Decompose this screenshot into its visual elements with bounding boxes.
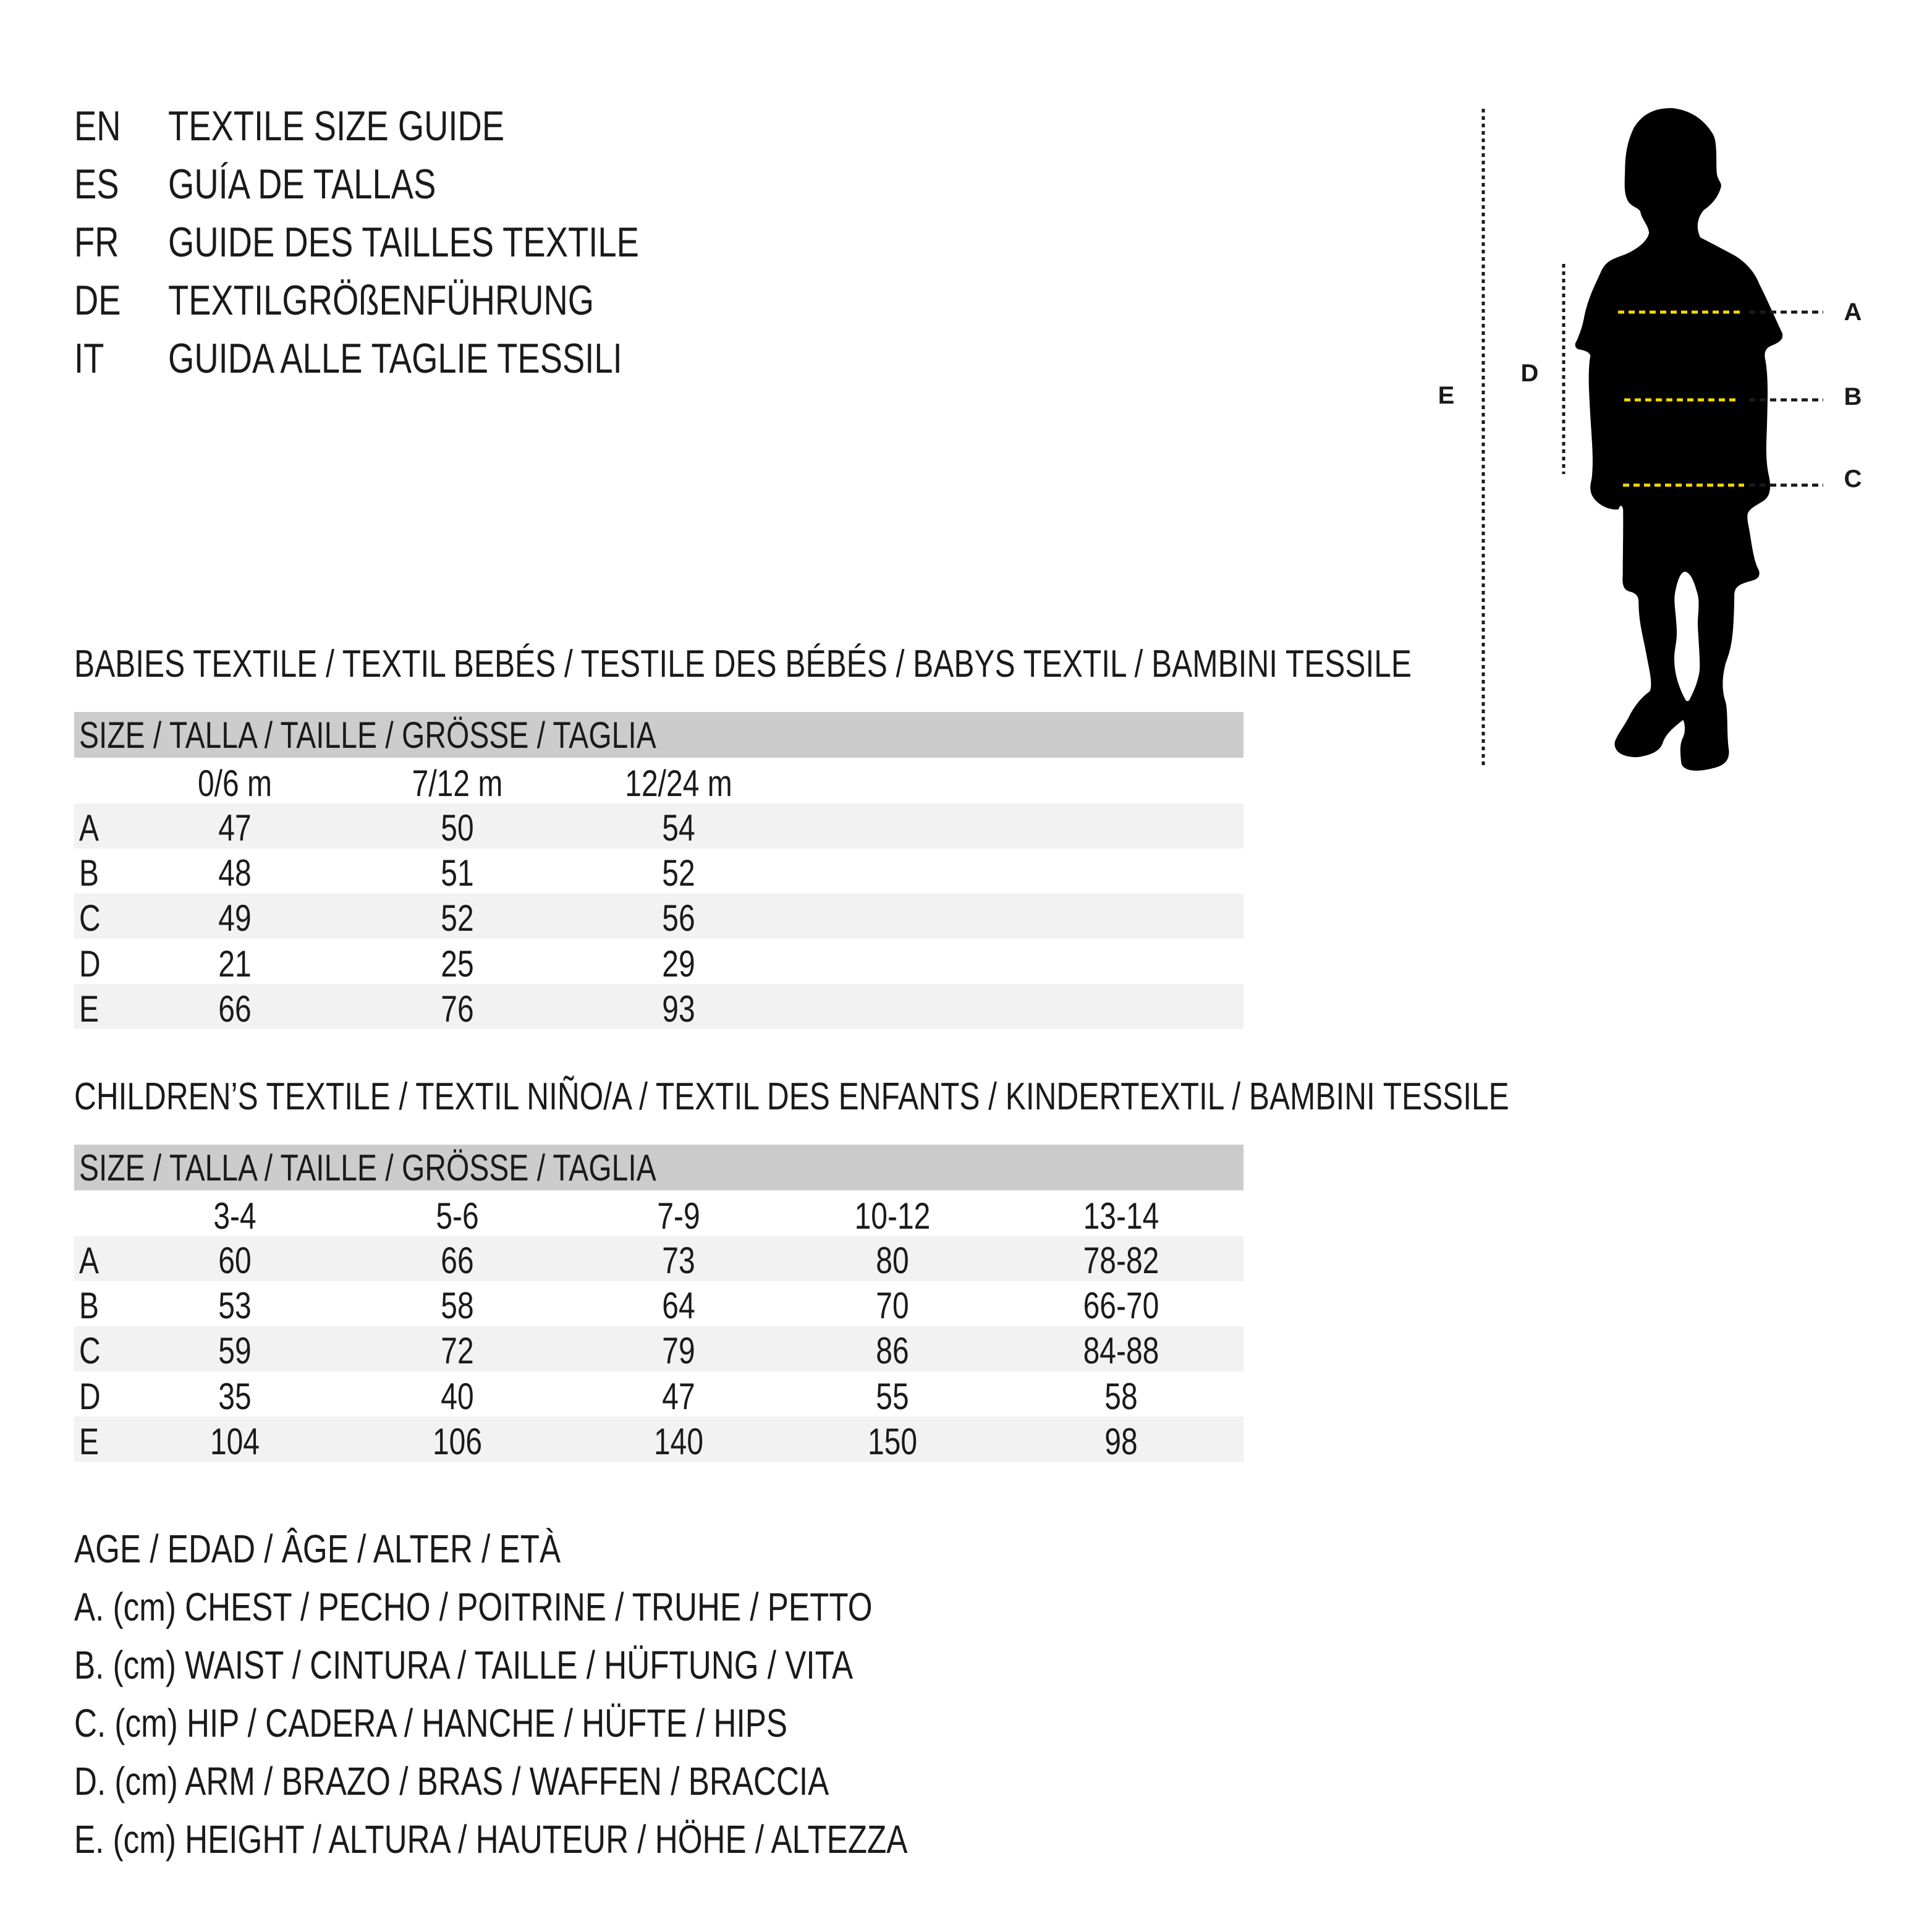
- lang-code: FR: [74, 219, 119, 266]
- column-header: 3-4: [213, 1195, 256, 1237]
- table-cell: 106: [432, 1420, 483, 1462]
- row-label: D: [79, 1375, 101, 1417]
- table-cell: 53: [218, 1285, 252, 1327]
- legend-line: A. (cm) CHEST / PECHO / POITRINE / TRUHE…: [74, 1585, 873, 1629]
- babies-heading: BABIES TEXTILE / TEXTIL BEBÉS / TESTILE …: [74, 643, 1412, 685]
- children-heading: CHILDREN’S TEXTILE / TEXTIL NIÑO/A / TEX…: [74, 1075, 1509, 1118]
- row-shade: [74, 803, 1244, 849]
- table-cell: 59: [218, 1330, 252, 1372]
- row-shade: [74, 1417, 1244, 1462]
- table-cell: 25: [441, 943, 474, 985]
- row-label: D: [79, 943, 101, 985]
- row-label: E: [79, 1420, 100, 1462]
- table-cell: 58: [1104, 1375, 1138, 1417]
- silhouette-body: [1575, 108, 1783, 771]
- guide-title: GUIDE DES TAILLES TEXTILE: [168, 219, 639, 266]
- guide-title: TEXTILGRÖßENFÜHRUNG: [168, 277, 595, 324]
- measurement-lines: [1481, 109, 1823, 766]
- table-cell: 40: [441, 1375, 474, 1417]
- column-header: 10-12: [854, 1195, 931, 1237]
- table-cell: 76: [441, 988, 474, 1030]
- table-header-bar: [74, 1145, 1244, 1190]
- lang-code: EN: [74, 103, 121, 150]
- lang-code: ES: [74, 161, 119, 208]
- guide-title: TEXTILE SIZE GUIDE: [168, 103, 505, 150]
- table-cell: 79: [662, 1330, 695, 1372]
- column-header: 12/24 m: [625, 763, 732, 804]
- table-cell: 50: [441, 807, 474, 849]
- size-header: SIZE / TALLA / TAILLE / GRÖSSE / TAGLIA: [79, 714, 656, 756]
- column-header: 5-6: [436, 1195, 479, 1237]
- table-cell: 21: [218, 943, 252, 985]
- table-cell: 64: [662, 1285, 695, 1327]
- table-cell: 60: [218, 1240, 252, 1281]
- legend-line: D. (cm) ARM / BRAZO / BRAS / WAFFEN / BR…: [74, 1759, 829, 1803]
- size-header: SIZE / TALLA / TAILLE / GRÖSSE / TAGLIA: [79, 1147, 656, 1188]
- row-shade: [74, 984, 1244, 1029]
- label-b: B: [1844, 383, 1862, 410]
- label-c: C: [1844, 465, 1862, 493]
- child-silhouette: [1575, 108, 1783, 771]
- table-cell: 35: [218, 1375, 252, 1417]
- table-cell: 72: [441, 1330, 474, 1372]
- table-cell: 104: [210, 1420, 260, 1462]
- row-label: B: [79, 1285, 100, 1327]
- row-label: A: [79, 807, 100, 849]
- guide-title: GUIDA ALLE TAGLIE TESSILI: [168, 335, 622, 382]
- table-cell: 150: [867, 1420, 918, 1462]
- table-cell: 66: [441, 1240, 474, 1281]
- table-cell: 80: [876, 1240, 909, 1281]
- legend-line: B. (cm) WAIST / CINTURA / TAILLE / HÜFTU…: [74, 1643, 854, 1687]
- table-cell: 84-88: [1083, 1330, 1159, 1372]
- table-cell: 52: [441, 897, 474, 939]
- table-cell: 55: [876, 1375, 909, 1417]
- row-label: B: [79, 852, 100, 894]
- row-label: C: [79, 897, 101, 939]
- legend-line: C. (cm) HIP / CADERA / HANCHE / HÜFTE / …: [74, 1701, 788, 1745]
- column-header: 7-9: [657, 1195, 700, 1237]
- row-label: C: [79, 1330, 101, 1372]
- row-shade: [74, 1326, 1244, 1371]
- lang-code: DE: [74, 277, 121, 324]
- row-label: A: [79, 1240, 100, 1281]
- table-cell: 29: [662, 943, 695, 985]
- label-e: E: [1438, 382, 1455, 409]
- table-cell: 73: [662, 1240, 695, 1281]
- legend-line: E. (cm) HEIGHT / ALTURA / HAUTEUR / HÖHE…: [74, 1817, 908, 1862]
- label-d: D: [1520, 360, 1539, 387]
- legend-line: AGE / EDAD / ÂGE / ALTER / ETÀ: [74, 1527, 561, 1571]
- table-cell: 93: [662, 988, 695, 1030]
- table-cell: 70: [876, 1285, 909, 1327]
- column-header: 13-14: [1083, 1195, 1159, 1237]
- lang-code: IT: [74, 335, 104, 382]
- table-cell: 98: [1104, 1420, 1138, 1462]
- table-header-bar: [74, 712, 1244, 758]
- label-a: A: [1844, 299, 1862, 326]
- table-cell: 56: [662, 897, 695, 939]
- table-cell: 49: [218, 897, 252, 939]
- table-cell: 66: [218, 988, 252, 1030]
- column-header: 7/12 m: [412, 763, 503, 804]
- silhouette-leg-gap: [1674, 571, 1700, 701]
- table-cell: 58: [441, 1285, 474, 1327]
- column-header: 0/6 m: [197, 763, 273, 804]
- table-cell: 51: [441, 852, 474, 894]
- table-cell: 48: [218, 852, 252, 894]
- row-shade: [74, 894, 1244, 939]
- table-cell: 66-70: [1083, 1285, 1159, 1327]
- row-shade: [74, 1236, 1244, 1281]
- table-cell: 86: [876, 1330, 909, 1372]
- table-cell: 47: [662, 1375, 695, 1417]
- guide-title: GUÍA DE TALLAS: [168, 161, 436, 208]
- row-label: E: [79, 988, 100, 1030]
- table-cell: 78-82: [1083, 1240, 1159, 1281]
- table-cell: 54: [662, 807, 695, 849]
- table-cell: 47: [218, 807, 252, 849]
- table-cell: 52: [662, 852, 695, 894]
- table-cell: 140: [653, 1420, 704, 1462]
